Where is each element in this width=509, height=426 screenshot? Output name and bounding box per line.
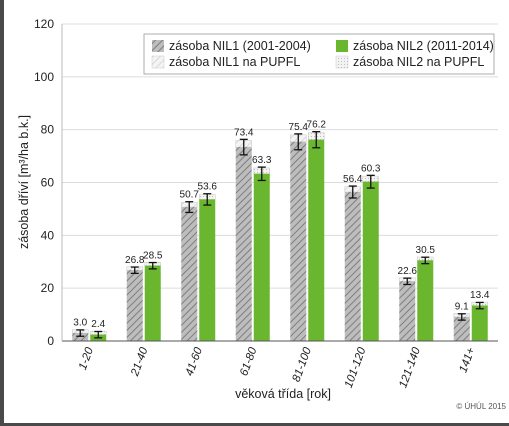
bar-s0: [181, 207, 198, 341]
legend-label-nil1: zásoba NIL1 (2001-2004): [169, 39, 311, 53]
y-tick-label: 40: [41, 228, 55, 242]
x-tick-label: 101-120: [343, 345, 369, 389]
bar-s0: [344, 192, 361, 341]
y-tick-label: 0: [47, 334, 54, 348]
x-axis-title: věková třída [rok]: [235, 387, 331, 401]
y-tick-label: 60: [41, 176, 55, 190]
data-label: 50.7: [180, 190, 200, 201]
error-bars: [76, 131, 484, 339]
legend-label-nil2-pupfl: zásoba NIL2 na PUPFL: [353, 55, 484, 69]
data-label: 2.4: [91, 319, 105, 330]
legend-swatch-nil1-pupfl: [151, 55, 165, 69]
legend-swatch-nil1: [152, 40, 164, 52]
data-label: 75.4: [289, 122, 309, 133]
data-label: 9.1: [455, 302, 469, 313]
bar-s0: [126, 270, 143, 341]
legend-swatch-nil2-pupfl: [335, 55, 349, 69]
x-tick-label: 81-100: [291, 345, 315, 383]
bar-s0: [453, 316, 470, 341]
bar-s1: [199, 199, 216, 341]
bar-s1: [362, 181, 379, 341]
bars-layer: [72, 132, 488, 341]
y-tick-label: 80: [41, 123, 55, 137]
x-tick-label: 1-20: [77, 345, 96, 371]
data-label: 22.6: [398, 266, 418, 277]
bar-s0: [72, 333, 89, 341]
bar-s0: [399, 281, 416, 341]
legend: zásoba NIL1 (2001-2004) zásoba NIL2 (201…: [143, 33, 495, 75]
bar-s1: [417, 260, 434, 341]
data-label: 30.5: [416, 245, 436, 256]
bar-s1: [144, 265, 161, 341]
legend-label-nil1-pupfl: zásoba NIL1 na PUPFL: [169, 55, 300, 69]
bar-s0: [235, 147, 252, 341]
y-tick-label: 20: [41, 281, 55, 295]
data-label: 3.0: [73, 318, 87, 329]
data-label: 56.4: [343, 174, 363, 185]
legend-swatch-nil2: [336, 40, 348, 52]
bar-chart: 0 20 40 60 80 100 120 3.0 2.4 26.828.5 50.753.6 73…: [17, 17, 507, 411]
bar-s1: [471, 305, 488, 341]
data-label: 73.4: [234, 127, 254, 138]
data-label: 28.5: [143, 250, 163, 261]
x-tick-label: 121-140: [397, 345, 423, 389]
legend-box: [143, 33, 495, 75]
data-label: 60.3: [361, 163, 381, 174]
y-axis-title: zásoba dříví [m³/ha b.k.]: [17, 115, 31, 249]
y-tick-label: 120: [34, 17, 54, 31]
data-label: 53.6: [198, 182, 218, 193]
data-label: 76.2: [307, 120, 327, 131]
x-axis-ticks: 1-20 21-40 41-60 61-80 81-100 101-120 121-140 1…: [77, 345, 478, 389]
x-tick-label: 21-40: [129, 345, 151, 378]
bar-s0: [290, 141, 307, 341]
y-axis-ticks: 0 20 40 60 80 100 120: [34, 17, 54, 348]
data-label: 26.8: [125, 255, 145, 266]
x-tick-label: 61-80: [238, 345, 260, 377]
legend-label-nil2: zásoba NIL2 (2011-2014): [353, 39, 494, 53]
data-labels: 3.0 2.4 26.828.5 50.753.6 73.4 63.3 75.476.2 56…: [73, 120, 490, 331]
y-tick-label: 100: [34, 70, 54, 84]
bar-s1: [308, 139, 325, 341]
credit-text: © ÚHÚL 2015: [456, 402, 506, 411]
x-tick-label: 41-60: [184, 345, 206, 377]
data-label: 13.4: [470, 290, 490, 301]
data-label: 63.3: [252, 155, 272, 166]
x-tick-label: 141+: [457, 346, 477, 375]
bar-s1: [253, 173, 270, 341]
